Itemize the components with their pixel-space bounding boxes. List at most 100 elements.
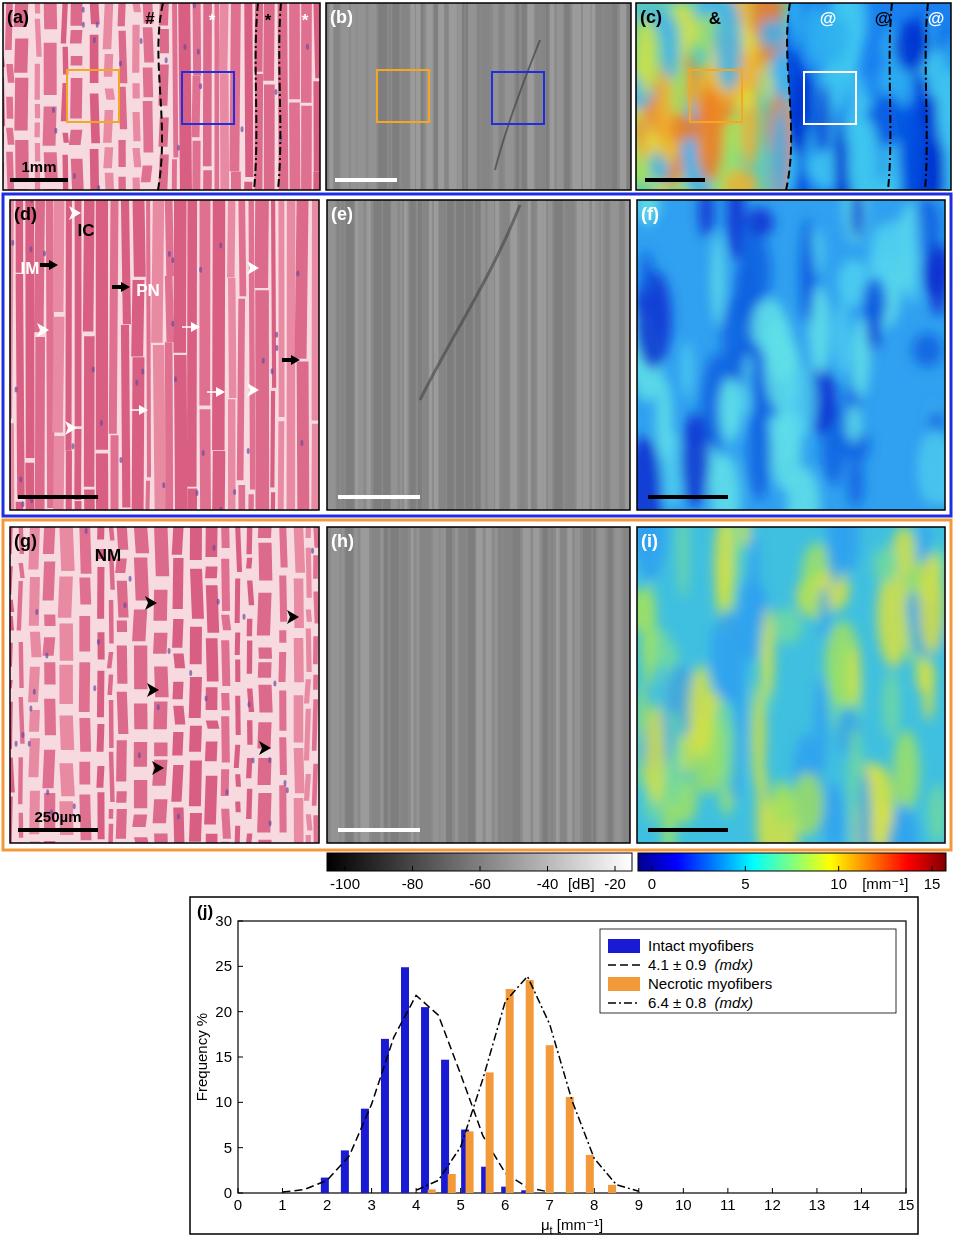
colorbar — [638, 853, 946, 871]
x-tick-label: 14 — [853, 1196, 870, 1213]
arrow-head — [49, 260, 58, 270]
myofiber — [205, 567, 217, 579]
myofiber — [79, 662, 90, 712]
oct-stripe — [615, 527, 622, 843]
arrowhead-marker — [147, 683, 159, 697]
myofiber — [306, 527, 311, 538]
scale-bar — [338, 495, 420, 499]
myofiber — [190, 569, 204, 619]
map-blobs — [764, 3, 951, 190]
panel-border — [10, 527, 319, 843]
oct-stripe — [359, 200, 363, 510]
map-ground — [637, 200, 945, 510]
arrow-head — [291, 355, 300, 365]
oct-stripe — [384, 527, 388, 843]
colorbar-tick-label: -80 — [402, 875, 424, 892]
myofiber — [97, 724, 105, 752]
oct-stripe — [455, 527, 458, 843]
myofiber — [121, 325, 131, 507]
oct-stripe — [445, 3, 448, 190]
myofiber — [219, 3, 229, 73]
oct-stripe — [457, 3, 462, 190]
nucleus — [138, 752, 141, 758]
bar — [506, 989, 514, 1193]
myofiber — [279, 737, 287, 775]
myofiber — [304, 709, 311, 761]
myofiber — [154, 834, 169, 843]
myofiber — [145, 481, 151, 510]
legend-label: 4.1 ± 0.9 (mdx) — [648, 956, 753, 973]
myofiber — [154, 743, 167, 757]
bar — [361, 1109, 369, 1193]
myofiber — [96, 766, 104, 788]
map-blob — [637, 437, 663, 510]
oct-stripe — [367, 200, 371, 510]
myofiber — [59, 527, 74, 571]
myofiber — [206, 585, 219, 632]
legend-swatch — [608, 939, 640, 953]
myofiber — [151, 200, 164, 343]
map-blob — [936, 68, 951, 155]
nucleus — [33, 689, 36, 695]
myofiber — [313, 555, 318, 579]
myofiber — [173, 807, 184, 843]
myofiber — [134, 645, 148, 689]
myofiber — [90, 93, 100, 143]
colorbar-tick — [615, 866, 616, 871]
x-tick-label: 9 — [635, 1196, 643, 1213]
myofiber — [44, 699, 56, 735]
myofiber — [16, 502, 25, 510]
colorbar-tick-label: 0 — [648, 875, 656, 892]
oct-stripe — [583, 527, 592, 843]
map-blob — [699, 200, 714, 237]
colorbar-tick — [412, 866, 413, 871]
myofiber — [29, 710, 40, 732]
oct-stripe — [477, 3, 480, 190]
myofiber — [59, 716, 74, 751]
x-axis-title-part: μ — [541, 1216, 550, 1233]
myofiber — [146, 200, 151, 477]
myofiber — [154, 527, 169, 576]
oct-stripe — [520, 200, 525, 510]
oct-stripe — [595, 3, 602, 190]
myofiber — [43, 527, 55, 554]
nucleus — [269, 820, 272, 826]
myofiber — [70, 30, 83, 44]
myofiber — [172, 527, 184, 555]
x-tick-label: 5 — [456, 1196, 464, 1213]
panel-border — [3, 3, 320, 190]
map-blob — [640, 251, 654, 295]
map-blob — [883, 670, 901, 739]
region-boundary — [278, 3, 281, 190]
myofiber — [19, 563, 25, 578]
x-tick-label: 3 — [367, 1196, 375, 1213]
myofiber — [189, 677, 202, 718]
myofiber — [258, 647, 272, 658]
map-blob — [843, 200, 868, 244]
oct-stripe — [510, 200, 517, 510]
nucleus — [311, 548, 314, 554]
nucleus — [119, 457, 122, 463]
map-right — [764, 3, 951, 190]
oct-stripe — [583, 200, 590, 510]
nucleus — [97, 185, 100, 190]
map-blob — [681, 341, 692, 398]
myofiber — [84, 489, 96, 510]
oct-stripe — [446, 527, 452, 843]
myofiber — [313, 636, 318, 664]
x-tick — [816, 1188, 817, 1193]
bar — [421, 1007, 429, 1193]
x-tick — [238, 1188, 239, 1193]
map-blob — [814, 677, 828, 774]
oct-stripe — [368, 3, 376, 190]
oct-stripe — [522, 3, 527, 190]
x-tick — [371, 1188, 372, 1193]
y-tick — [238, 1147, 243, 1148]
myofiber — [154, 667, 169, 698]
myofiber — [29, 577, 40, 626]
map-blob — [689, 665, 713, 758]
map-blob — [740, 216, 753, 300]
map-blob — [640, 21, 653, 98]
nucleus — [29, 246, 32, 252]
myofiber — [96, 200, 108, 450]
